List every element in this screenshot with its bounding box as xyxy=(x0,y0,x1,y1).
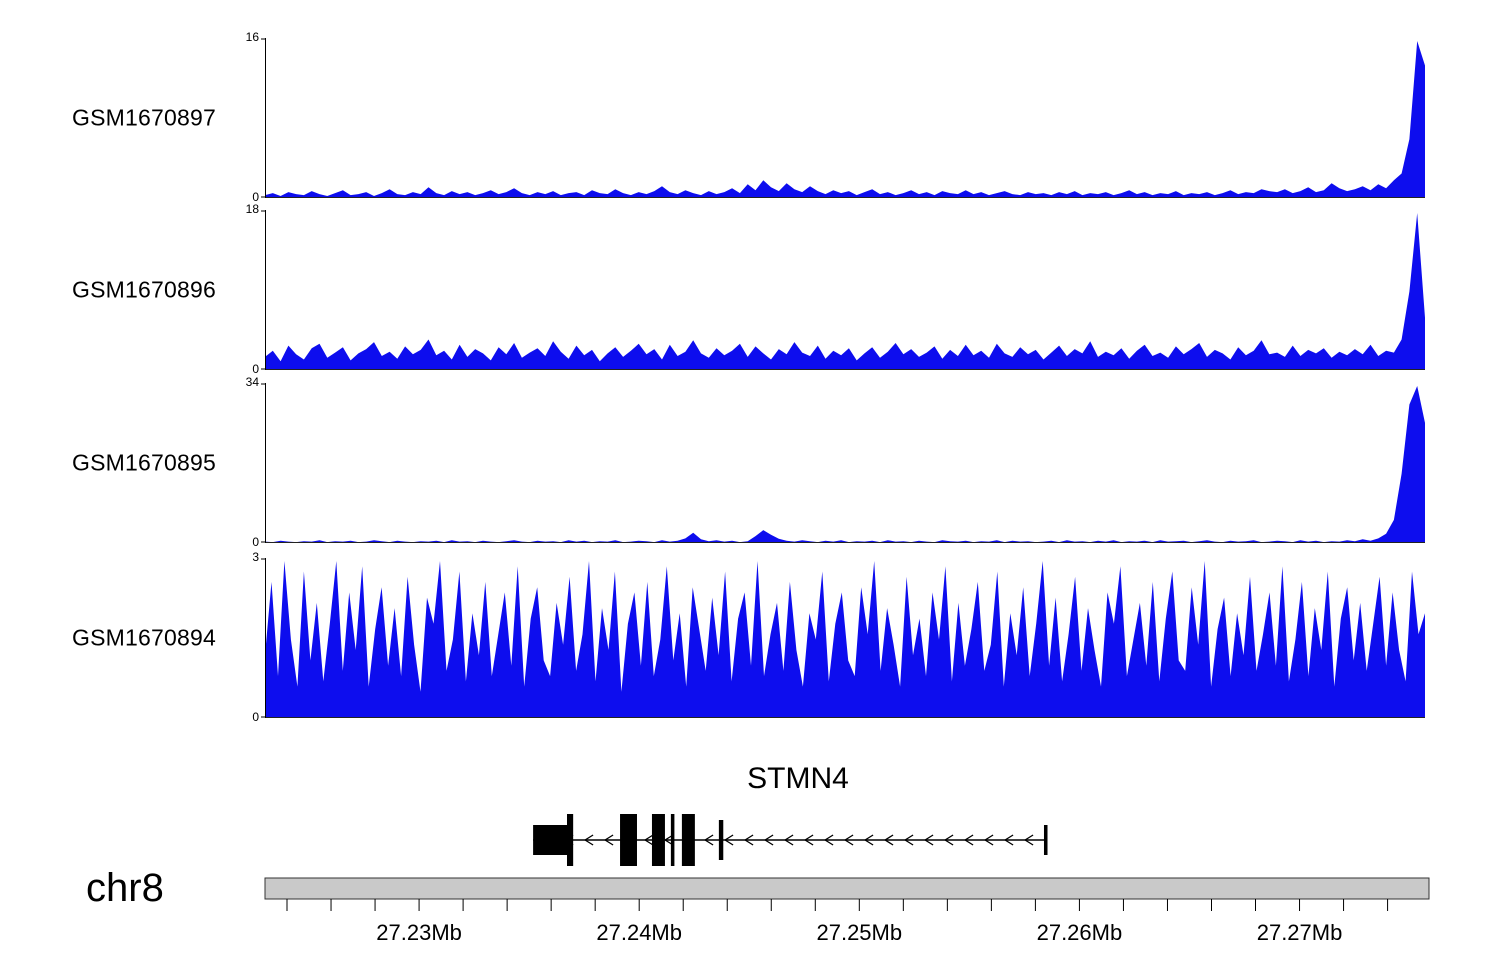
strand-arrow xyxy=(783,834,794,846)
axis-tick-label: 27.27Mb xyxy=(1256,920,1343,945)
strand-arrow xyxy=(863,834,874,846)
strand-arrow xyxy=(823,834,834,846)
coverage-area xyxy=(265,213,1425,370)
strand-arrow xyxy=(743,834,754,846)
chromosome-bar xyxy=(264,877,1430,900)
coverage-area xyxy=(265,561,1425,718)
coverage-plot xyxy=(261,558,1425,718)
exon-box xyxy=(718,820,724,860)
y-axis-zero-label: 0 xyxy=(252,190,259,204)
chromosome-axis-row: chr8 27.23Mb 27.24Mb 27.25Mb 27.26Mb 27.… xyxy=(0,860,1500,980)
coverage-track-row: GSM1670894 3 0 xyxy=(0,550,1500,724)
y-axis-max-label: 18 xyxy=(245,202,259,216)
axis-tick-label: 27.24Mb xyxy=(596,920,682,945)
exon-box xyxy=(681,814,695,866)
coverage-area xyxy=(265,386,1425,543)
gene-name-label: STMN4 xyxy=(747,762,849,795)
y-axis-max-label: 3 xyxy=(252,550,259,564)
track-label: GSM1670896 xyxy=(72,276,216,303)
track-plot-area: 3 0 xyxy=(252,550,1425,724)
exon-box xyxy=(620,814,637,866)
strand-arrow xyxy=(643,834,654,846)
strand-arrow xyxy=(703,834,714,846)
strand-arrow xyxy=(883,834,894,846)
coverage-plot xyxy=(261,210,1425,370)
strand-arrow xyxy=(803,834,814,846)
exon-box xyxy=(533,825,571,855)
strand-arrow xyxy=(903,834,914,846)
coverage-track-row: GSM1670896 18 0 xyxy=(0,202,1500,376)
chromosome-axis xyxy=(264,877,1430,911)
y-axis-zero-label: 0 xyxy=(252,710,259,724)
strand-arrow xyxy=(943,834,954,846)
y-axis-zero-label: 0 xyxy=(252,362,259,376)
strand-arrow xyxy=(763,834,774,846)
gene-track-row: STMN4 xyxy=(0,760,1500,875)
coverage-track-row: GSM1670895 34 0 xyxy=(0,375,1500,549)
strand-arrow xyxy=(843,834,854,846)
track-label: GSM1670894 xyxy=(72,624,216,651)
track-plot-area: 16 0 xyxy=(246,30,1425,204)
strand-arrow xyxy=(603,834,614,846)
track-label: GSM1670897 xyxy=(72,104,216,131)
strand-arrow xyxy=(923,834,934,846)
y-axis-zero-label: 0 xyxy=(252,535,259,549)
coverage-plot xyxy=(261,383,1425,543)
track-plot-area: 18 0 xyxy=(246,202,1425,376)
y-axis-max-label: 16 xyxy=(245,30,259,44)
coverage-track-row: GSM1670897 16 0 xyxy=(0,30,1500,204)
strand-arrow xyxy=(1023,834,1034,846)
strand-arrow xyxy=(983,834,994,846)
strand-arrow xyxy=(963,834,974,846)
axis-tick-label: 27.25Mb xyxy=(816,920,903,945)
strand-arrow xyxy=(723,834,734,846)
track-plot-area: 34 0 xyxy=(246,375,1425,549)
strand-arrow xyxy=(583,834,594,846)
track-label: GSM1670895 xyxy=(72,449,216,476)
exon-box xyxy=(566,814,574,866)
strand-arrow xyxy=(1003,834,1014,846)
strand-arrow xyxy=(663,834,674,846)
chromosome-label: chr8 xyxy=(86,866,164,910)
exon-box xyxy=(670,814,675,866)
axis-tick-label: 27.26Mb xyxy=(1036,920,1123,945)
coverage-plot xyxy=(261,38,1425,198)
exon-box xyxy=(1043,825,1048,855)
coverage-area xyxy=(265,41,1425,198)
exon-box xyxy=(651,814,665,866)
y-axis-max-label: 34 xyxy=(245,375,259,389)
gene-model xyxy=(533,814,1048,866)
axis-tick-label: 27.23Mb xyxy=(376,920,462,945)
